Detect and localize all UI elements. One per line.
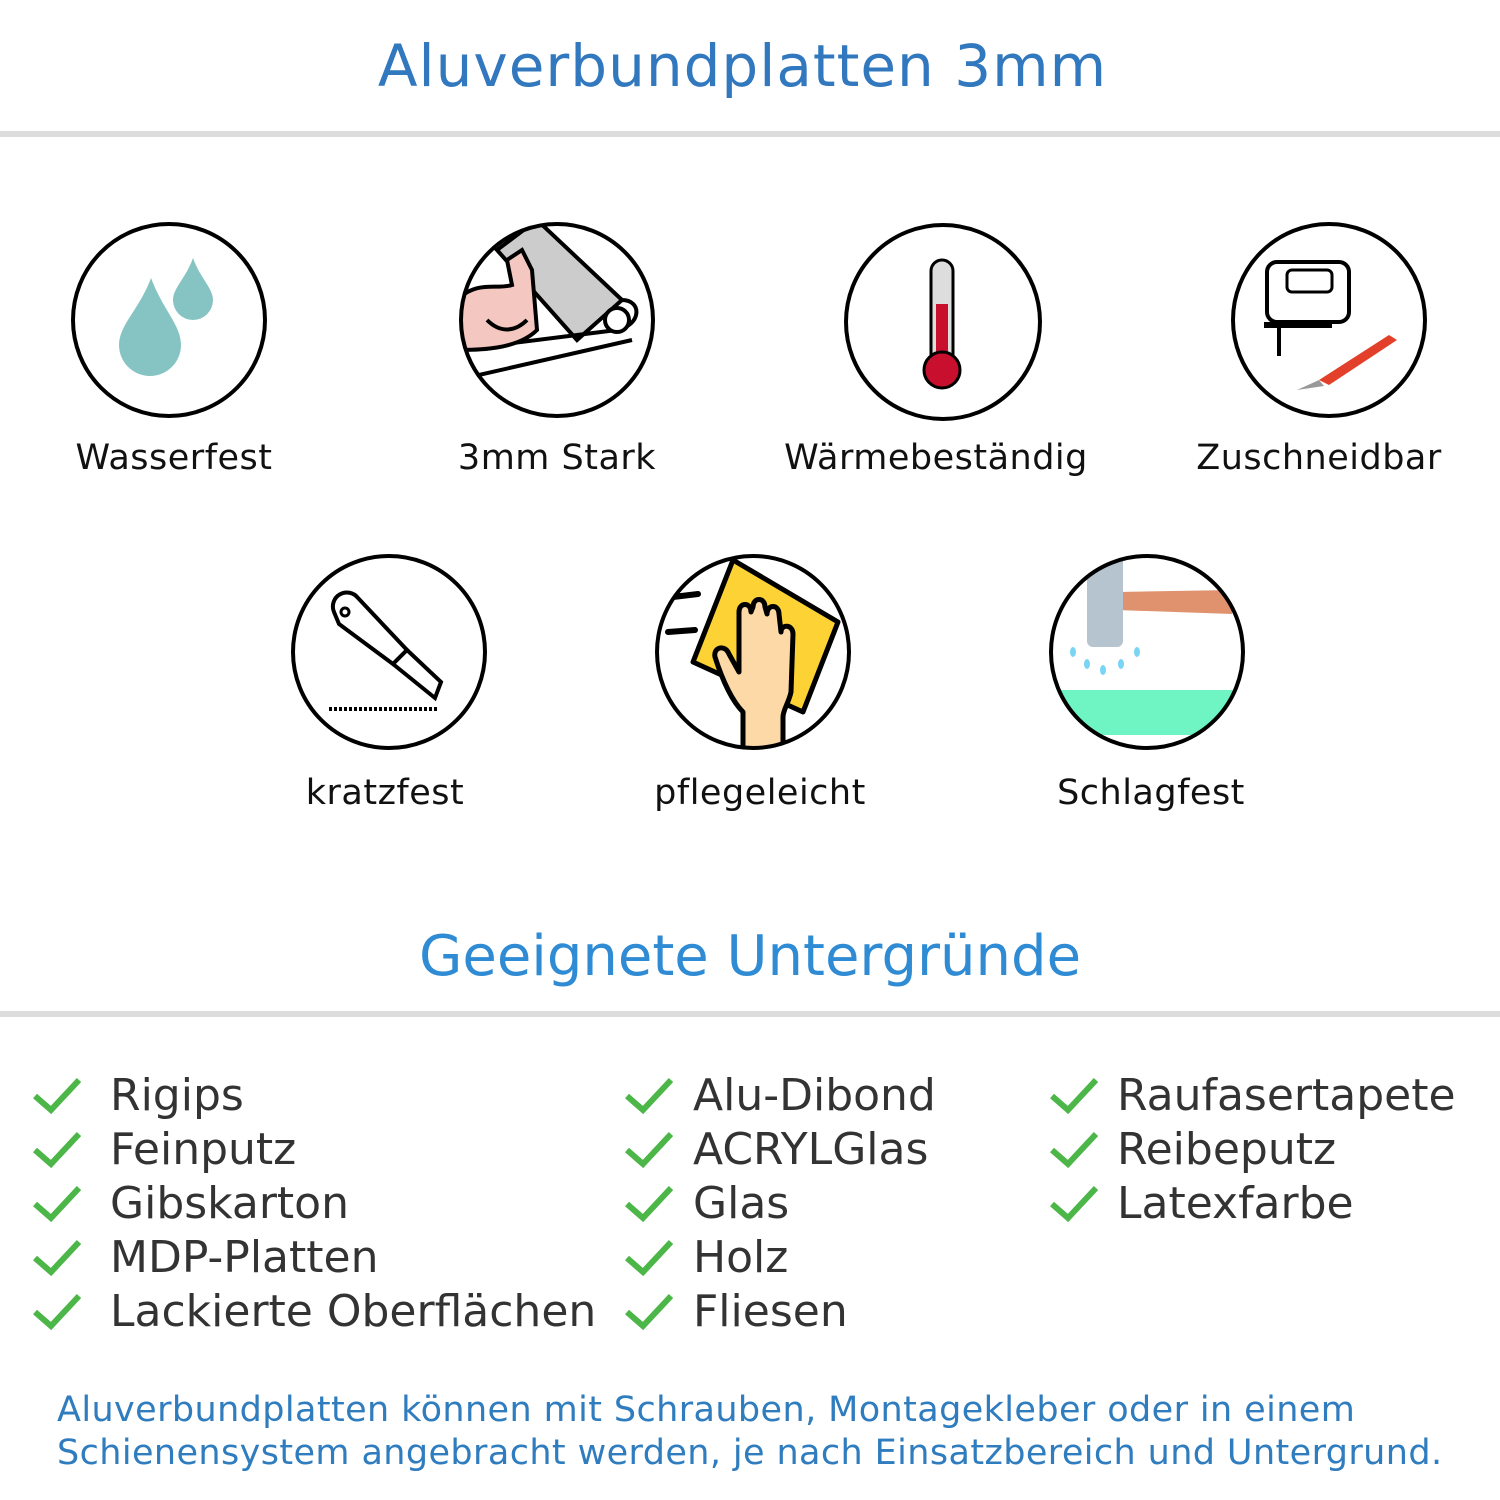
substrate-list-column: Raufasertapete Reibeputz Latexfarbe — [1050, 1069, 1456, 1231]
substrate-item: Latexfarbe — [1050, 1177, 1456, 1231]
check-icon — [625, 1239, 673, 1277]
check-icon — [33, 1077, 81, 1115]
check-icon — [625, 1131, 673, 1169]
check-icon — [33, 1239, 81, 1277]
substrate-label: Latexfarbe — [1117, 1178, 1354, 1229]
divider — [0, 1011, 1500, 1017]
feature-label-schlagfest: Schlagfest — [1057, 773, 1245, 813]
substrate-item: Fliesen — [625, 1285, 936, 1339]
substrate-list-column: Rigips Feinputz Gibskarton MDP-Platten Lacki… — [33, 1069, 596, 1339]
substrate-label: Rigips — [110, 1070, 244, 1121]
feature-label-wasserfest: Wasserfest — [75, 438, 273, 478]
check-icon — [1050, 1185, 1098, 1223]
hammer-icon — [1049, 554, 1245, 750]
check-icon — [1050, 1131, 1098, 1169]
substrate-label: Reibeputz — [1117, 1124, 1337, 1175]
substrate-list-column: Alu-Dibond ACRYLGlas Glas Holz Fliesen — [625, 1069, 936, 1339]
substrate-item: Lackierte Oberflächen — [33, 1285, 596, 1339]
page-title: Aluverbundplatten 3mm — [377, 32, 1108, 100]
substrate-item: MDP-Platten — [33, 1231, 596, 1285]
substrate-label: Glas — [693, 1178, 790, 1229]
feature-label-kratzfest: kratzfest — [305, 773, 465, 813]
substrate-label: ACRYLGlas — [693, 1124, 929, 1175]
substrate-label: Feinputz — [110, 1124, 297, 1175]
substrate-item: Rigips — [33, 1069, 596, 1123]
substrate-item: Reibeputz — [1050, 1123, 1456, 1177]
substrate-label: Holz — [693, 1232, 789, 1283]
check-icon — [33, 1293, 81, 1331]
water-drops-icon — [71, 222, 267, 418]
check-icon — [33, 1185, 81, 1223]
footer-note: Aluverbundplatten können mit Schrauben, … — [57, 1389, 1442, 1475]
feature-label-3mm-stark: 3mm Stark — [457, 438, 657, 478]
substrate-label: Lackierte Oberflächen — [110, 1286, 597, 1337]
divider — [0, 131, 1500, 137]
jigsaw-knife-icon — [1231, 222, 1427, 418]
thermometer-icon — [844, 223, 1042, 421]
feature-label-zuschneidbar: Zuschneidbar — [1196, 438, 1442, 478]
wiping-hand-icon — [655, 554, 851, 750]
footer-line: Schienensystem angebracht werden, je nac… — [57, 1433, 1443, 1473]
check-icon — [625, 1185, 673, 1223]
cutter-knife-icon — [291, 554, 487, 750]
feature-label-pflegeleicht: pflegeleicht — [654, 773, 866, 813]
footer-line: Aluverbundplatten können mit Schrauben, … — [57, 1390, 1356, 1430]
substrate-item: Alu-Dibond — [625, 1069, 936, 1123]
substrate-item: Glas — [625, 1177, 936, 1231]
strong-arm-icon — [459, 222, 655, 418]
substrate-item: Holz — [625, 1231, 936, 1285]
substrate-label: MDP-Platten — [110, 1232, 379, 1283]
substrate-item: Gibskarton — [33, 1177, 596, 1231]
check-icon — [1050, 1077, 1098, 1115]
check-icon — [625, 1293, 673, 1331]
section-title: Geeignete Untergründe — [418, 924, 1082, 989]
substrate-item: Raufasertapete — [1050, 1069, 1456, 1123]
check-icon — [625, 1077, 673, 1115]
substrate-item: Feinputz — [33, 1123, 596, 1177]
substrate-item: ACRYLGlas — [625, 1123, 936, 1177]
check-icon — [33, 1131, 81, 1169]
substrate-label: Fliesen — [693, 1286, 848, 1337]
substrate-label: Raufasertapete — [1117, 1070, 1456, 1121]
substrate-label: Alu-Dibond — [693, 1070, 936, 1121]
feature-label-waermebestaendig: Wärmebeständig — [784, 438, 1088, 478]
substrate-label: Gibskarton — [110, 1178, 349, 1229]
